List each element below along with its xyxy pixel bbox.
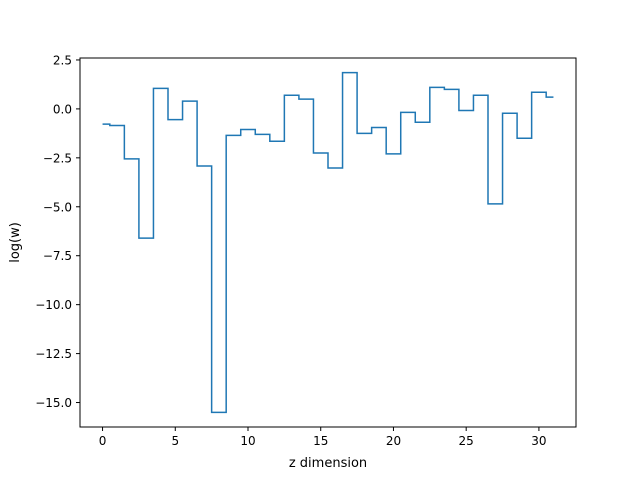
- y-tick-label: −15.0: [35, 396, 72, 410]
- x-tick-label: 10: [240, 434, 255, 448]
- y-tick-label: −5.0: [43, 200, 72, 214]
- y-tick-label: −7.5: [43, 249, 72, 263]
- y-tick-label: −10.0: [35, 298, 72, 312]
- series-group: [102, 71, 554, 414]
- y-tick-label: −2.5: [43, 151, 72, 165]
- x-tick-label: 30: [531, 434, 546, 448]
- y-axis-label: log(w): [8, 222, 23, 263]
- x-tick-label: 15: [313, 434, 328, 448]
- x-tick-label: 0: [99, 434, 107, 448]
- x-tick-label: 20: [386, 434, 401, 448]
- x-axis-ticks: 0 5 10 15 20 25 30: [99, 427, 547, 448]
- series-line-0: [102, 71, 554, 414]
- y-tick-label: 0.0: [53, 102, 72, 116]
- x-axis-label: z dimension: [289, 456, 367, 471]
- plot-frame: [79, 57, 577, 428]
- x-tick-label: 25: [459, 434, 474, 448]
- x-tick-label: 5: [171, 434, 179, 448]
- y-axis-ticks: 2.5 0.0 −2.5 −5.0 −7.5 −10.0 −12.5 −15.0: [35, 53, 80, 410]
- plot-background: [80, 58, 576, 427]
- y-tick-label: 2.5: [53, 53, 72, 67]
- y-tick-label: −12.5: [35, 347, 72, 361]
